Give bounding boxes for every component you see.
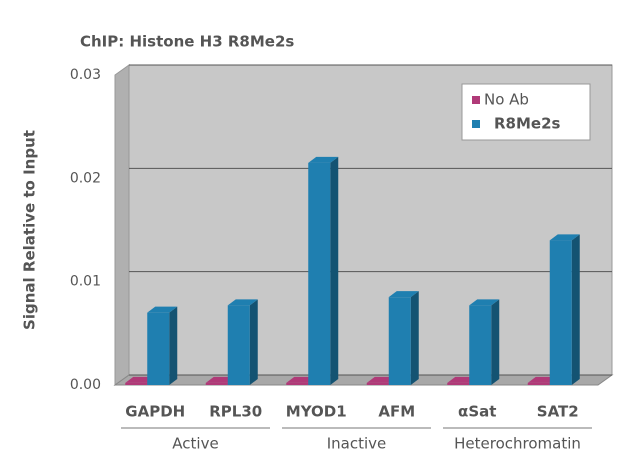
y-tick-label: 0.03 (70, 67, 101, 83)
bar (205, 382, 228, 385)
group-label: Active (172, 435, 218, 453)
legend-box (461, 83, 591, 141)
bar-side (249, 299, 258, 385)
x-tick-label: αSat (458, 403, 496, 421)
x-tick-label: RPL30 (209, 403, 262, 421)
legend-label: R8Me2s (494, 115, 561, 133)
group-label: Inactive (327, 435, 387, 453)
group-label: Heterochromatin (454, 435, 581, 453)
bar-side (410, 291, 419, 385)
y-axis-label: Signal Relative to Input (21, 130, 39, 330)
bar-top (227, 299, 258, 306)
bar (366, 382, 389, 385)
bar-top (388, 291, 419, 298)
x-tick-label: SAT2 (537, 403, 579, 421)
bar-side (491, 299, 500, 385)
legend-swatch (472, 96, 480, 104)
x-tick-label: GAPDH (125, 403, 185, 421)
bar-side (330, 156, 339, 385)
bar-top (308, 156, 339, 163)
bar (227, 305, 250, 385)
x-tick-label: MYOD1 (286, 403, 347, 421)
y-tick-label: 0.00 (70, 377, 101, 393)
bar (527, 382, 550, 385)
chart-title: ChIP: Histone H3 R8Me2s (80, 33, 294, 51)
bar (125, 382, 148, 385)
y-tick-label: 0.02 (70, 170, 101, 186)
y-tick-label: 0.01 (70, 274, 101, 290)
side-wall (114, 64, 130, 386)
x-tick-label: AFM (378, 403, 415, 421)
bar (447, 382, 470, 385)
bar (308, 162, 331, 385)
bar-top (147, 306, 178, 313)
legend-swatch (472, 120, 480, 128)
bar (469, 305, 492, 385)
bar-side (571, 234, 580, 385)
bar-top (549, 234, 580, 241)
bar-top (469, 299, 500, 306)
bar-side (169, 306, 178, 385)
bar (286, 382, 309, 385)
bar (549, 240, 572, 385)
legend-label: No Ab (484, 91, 529, 109)
bar (388, 297, 411, 385)
bar (147, 312, 170, 385)
